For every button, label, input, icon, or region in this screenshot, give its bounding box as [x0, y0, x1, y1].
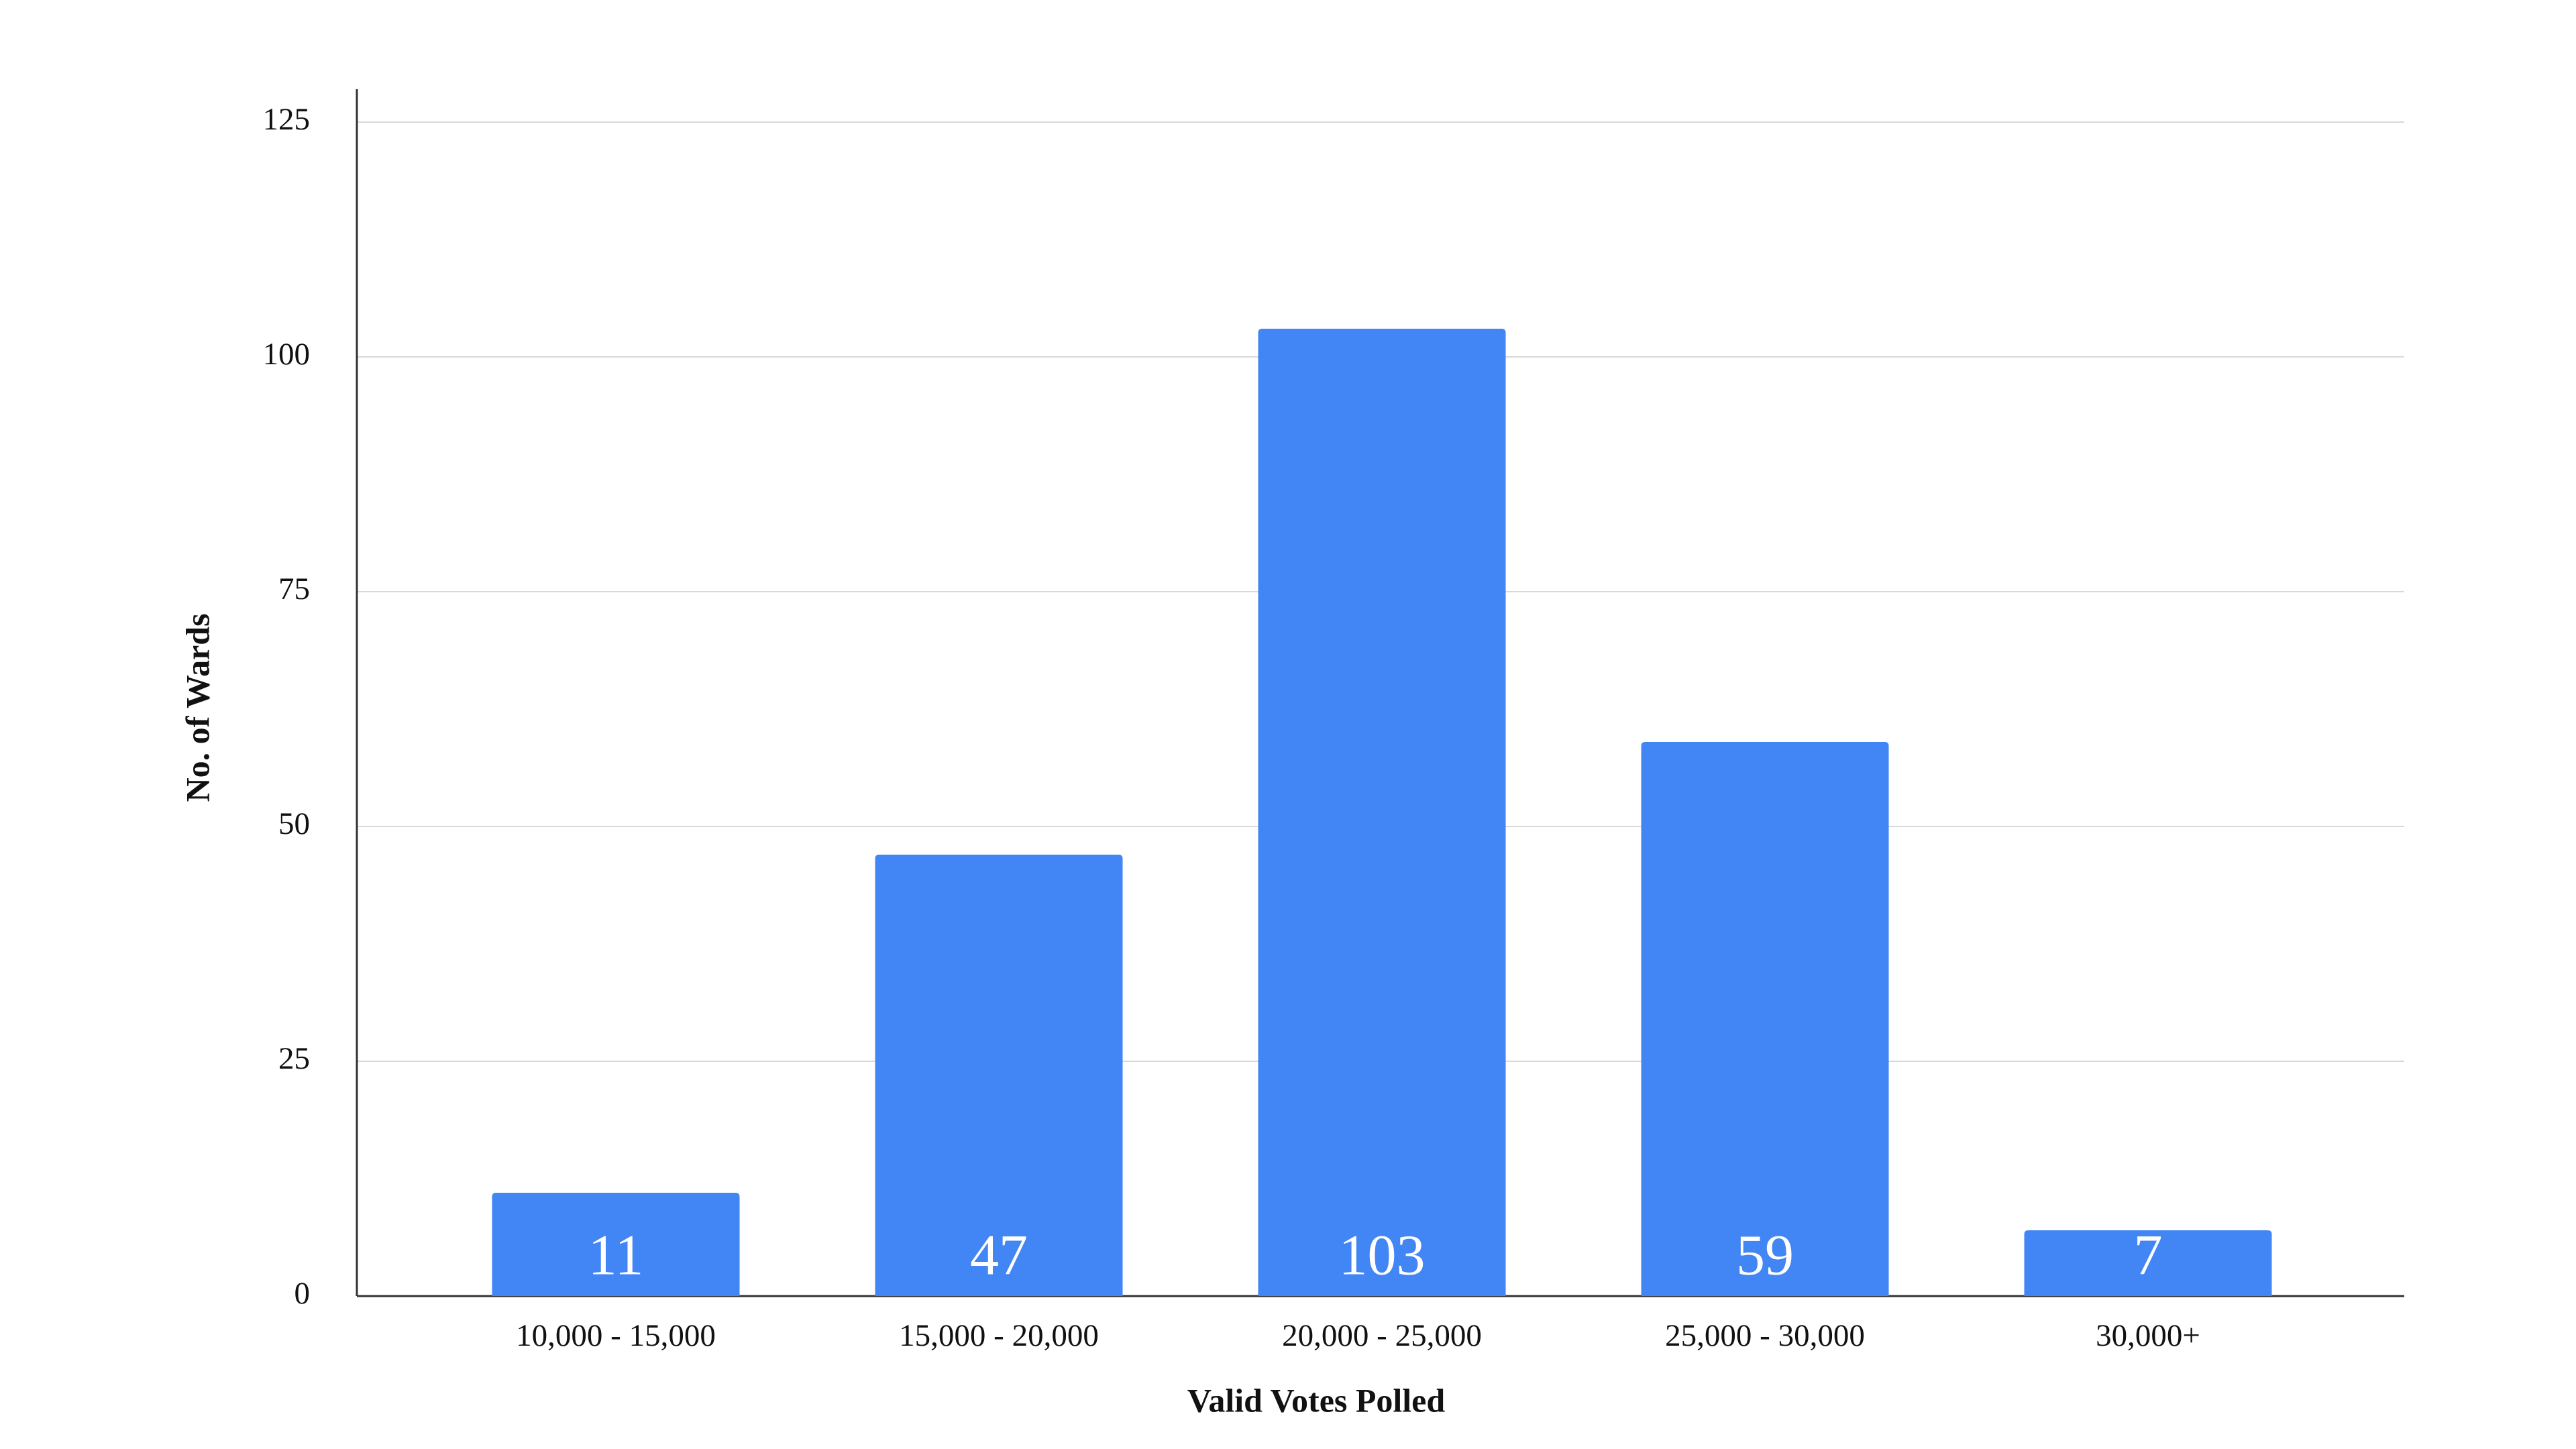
y-tick-label: 125: [263, 102, 311, 137]
y-tick-label: 100: [263, 337, 311, 372]
bar: [875, 855, 1123, 1296]
x-tick-label: 15,000 - 20,000: [899, 1318, 1099, 1353]
y-tick-label: 25: [278, 1041, 310, 1076]
bar: [1258, 329, 1506, 1296]
bar: [1641, 742, 1889, 1296]
x-tick-label: 30,000+: [2096, 1318, 2200, 1353]
bar: [2024, 1230, 2272, 1296]
x-tick-label: 20,000 - 25,000: [1282, 1318, 1482, 1353]
value-label: 103: [1339, 1223, 1426, 1287]
x-axis-title: Valid Votes Polled: [1187, 1381, 1446, 1419]
x-tick-label: 10,000 - 15,000: [516, 1318, 716, 1353]
value-label: 59: [1736, 1223, 1794, 1287]
value-label: 7: [2134, 1223, 2163, 1287]
y-tick-label: 0: [294, 1276, 311, 1311]
y-tick-label: 75: [278, 572, 310, 606]
bar: [492, 1193, 740, 1296]
x-tick-label: 25,000 - 30,000: [1665, 1318, 1865, 1353]
y-tick-label: 50: [278, 806, 310, 841]
value-label: 47: [970, 1223, 1028, 1287]
y-axis-title: No. of Wards: [178, 613, 216, 802]
value-label: 11: [588, 1223, 644, 1287]
